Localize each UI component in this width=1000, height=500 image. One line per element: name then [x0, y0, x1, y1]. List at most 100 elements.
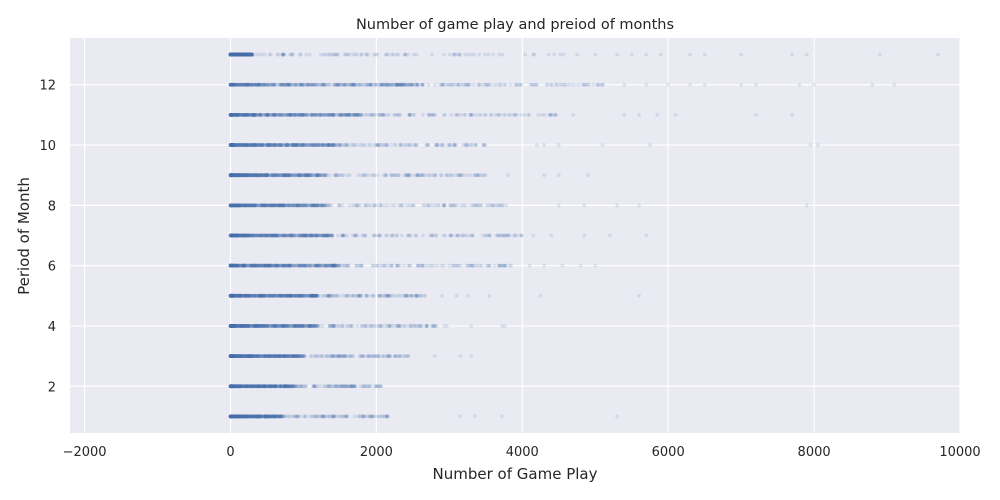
data-point [242, 263, 247, 268]
data-point [250, 414, 255, 419]
data-point [236, 414, 241, 419]
data-point [586, 173, 590, 178]
data-point [273, 414, 278, 419]
data-point [232, 414, 237, 419]
data-point [229, 414, 234, 419]
data-point [245, 414, 250, 419]
data-point [301, 324, 305, 328]
data-point [578, 263, 583, 268]
data-point [263, 173, 268, 178]
data-point [402, 263, 407, 268]
data-point [263, 414, 268, 419]
data-point [322, 414, 327, 419]
data-point [281, 384, 286, 389]
data-point [230, 414, 235, 419]
data-point [334, 173, 338, 178]
data-point [248, 414, 253, 419]
data-point [448, 233, 453, 238]
data-point [323, 384, 327, 389]
data-point [267, 414, 272, 419]
data-point [307, 263, 312, 268]
data-point [287, 293, 292, 298]
data-point [263, 414, 268, 419]
data-point [241, 203, 246, 208]
data-point [233, 414, 237, 419]
data-point [273, 414, 278, 419]
data-point [256, 384, 261, 389]
data-point [615, 203, 620, 208]
data-point [314, 384, 318, 389]
data-point [453, 263, 458, 268]
data-point [235, 414, 240, 419]
data-point [312, 354, 317, 359]
data-point [250, 414, 255, 419]
data-point [414, 233, 418, 238]
data-point [234, 414, 238, 419]
data-point [262, 414, 267, 419]
data-point [238, 414, 243, 419]
data-point [252, 414, 257, 419]
data-point [241, 414, 245, 419]
data-point [470, 233, 475, 238]
data-point [285, 384, 289, 389]
data-point [390, 263, 394, 268]
data-point [268, 414, 273, 419]
data-point [340, 414, 345, 419]
data-point [264, 414, 269, 419]
data-point [295, 414, 300, 419]
data-point [240, 414, 245, 419]
data-point [242, 414, 247, 419]
data-point [405, 354, 410, 359]
data-point [360, 414, 365, 419]
data-point [502, 324, 507, 328]
data-point [278, 384, 283, 389]
data-point [456, 233, 461, 238]
data-point [392, 203, 397, 208]
data-point [334, 293, 338, 298]
data-point [238, 414, 243, 419]
data-point [330, 414, 335, 419]
data-point [240, 414, 245, 419]
data-point [593, 263, 598, 268]
data-point [327, 203, 332, 208]
data-point [244, 414, 249, 419]
data-point [288, 263, 292, 268]
data-point [233, 414, 238, 419]
data-point [246, 414, 251, 419]
data-point [264, 414, 269, 419]
data-point [345, 263, 350, 268]
data-point [249, 173, 254, 178]
data-point [235, 414, 240, 419]
data-point [288, 173, 293, 178]
data-point [280, 414, 285, 419]
data-point [234, 414, 239, 419]
data-point [278, 414, 283, 419]
data-point [239, 414, 244, 419]
data-point [245, 414, 249, 419]
data-point [238, 414, 243, 419]
data-point [362, 414, 366, 419]
data-point [274, 414, 279, 419]
data-point [245, 414, 249, 419]
data-point [245, 414, 249, 419]
data-point [268, 293, 273, 298]
data-point [469, 324, 474, 328]
data-point [287, 414, 291, 419]
data-point [494, 233, 499, 238]
data-point [259, 414, 264, 419]
data-point [384, 414, 389, 419]
data-point [492, 263, 497, 268]
data-point [272, 293, 277, 298]
data-point [332, 414, 336, 419]
data-point [364, 293, 369, 298]
data-point [342, 414, 347, 419]
data-point [272, 414, 277, 419]
data-point [254, 414, 258, 419]
data-point [538, 293, 543, 298]
data-point [255, 414, 260, 419]
data-point [314, 414, 319, 419]
data-point [290, 354, 295, 359]
data-point [416, 324, 421, 328]
data-point [228, 414, 233, 419]
data-point [318, 263, 323, 268]
